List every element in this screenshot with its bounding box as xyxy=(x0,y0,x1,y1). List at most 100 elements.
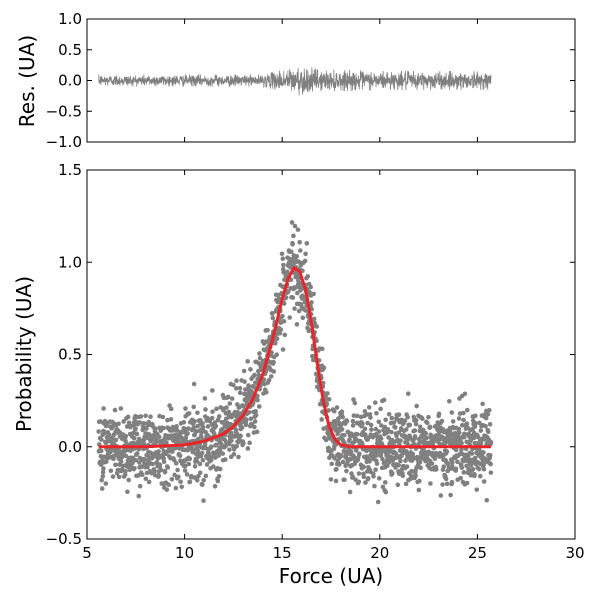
scatter-point xyxy=(270,311,275,316)
scatter-point xyxy=(157,462,163,468)
scatter-point xyxy=(475,434,481,440)
scatter-point xyxy=(231,451,237,457)
scatter-point xyxy=(252,424,257,430)
scatter-point xyxy=(187,456,193,462)
scatter-point xyxy=(380,456,385,462)
scatter-point xyxy=(461,434,467,440)
scatter-point xyxy=(252,372,257,378)
scatter-point xyxy=(233,427,239,433)
scatter-point xyxy=(417,459,423,465)
scatter-point xyxy=(468,472,474,478)
scatter-point xyxy=(288,249,294,255)
scatter-point xyxy=(245,432,251,438)
scatter-point xyxy=(158,467,164,473)
scatter-point xyxy=(248,416,254,422)
scatter-point xyxy=(376,419,382,425)
scatter-point xyxy=(243,387,248,392)
scatter-point xyxy=(254,429,260,435)
scatter-point xyxy=(238,433,243,439)
scatter-point xyxy=(298,287,303,293)
scatter-point xyxy=(237,390,243,396)
scatter-point xyxy=(428,481,433,486)
scatter-point xyxy=(444,449,450,455)
scatter-point xyxy=(411,414,417,420)
scatter-point xyxy=(231,446,237,452)
scatter-point xyxy=(347,489,353,495)
scatter-point xyxy=(300,315,306,321)
scatter-point xyxy=(116,421,121,427)
scatter-point xyxy=(486,429,491,435)
scatter-point xyxy=(132,465,137,471)
scatter-point xyxy=(303,251,308,257)
scatter-point xyxy=(216,473,222,479)
scatter-point xyxy=(326,397,332,402)
scatter-point xyxy=(383,489,389,495)
scatter-point xyxy=(231,382,236,388)
scatter-point xyxy=(477,473,483,479)
scatter-point xyxy=(461,410,466,416)
scatter-point xyxy=(488,461,493,467)
scatter-point xyxy=(348,449,354,454)
scatter-point xyxy=(281,301,287,306)
scatter-point xyxy=(361,464,366,470)
scatter-point xyxy=(166,482,172,488)
scatter-point xyxy=(186,461,192,467)
scatter-point xyxy=(203,407,208,412)
scatter-point xyxy=(341,432,347,438)
scatter-point xyxy=(223,457,228,462)
scatter-point xyxy=(472,472,477,477)
scatter-point xyxy=(186,426,191,431)
scatter-point xyxy=(106,432,112,437)
scatter-point xyxy=(360,421,365,427)
scatter-point xyxy=(446,398,452,404)
scatter-point xyxy=(448,492,453,498)
scatter-point xyxy=(439,418,445,424)
scatter-point xyxy=(290,241,295,247)
scatter-point xyxy=(156,449,161,454)
scatter-point xyxy=(409,468,414,474)
scatter-point xyxy=(351,397,356,402)
scatter-point xyxy=(412,428,418,433)
scatter-point xyxy=(378,436,384,441)
x-tick-label: 25 xyxy=(468,544,487,562)
scatter-point xyxy=(361,474,367,480)
scatter-point xyxy=(485,412,491,417)
scatter-point xyxy=(438,493,444,498)
scatter-point xyxy=(253,408,259,414)
scatter-point xyxy=(133,457,139,463)
scatter-point xyxy=(239,425,245,430)
scatter-point xyxy=(417,478,422,484)
scatter-point xyxy=(101,466,106,471)
scatter-point xyxy=(332,419,338,424)
scatter-point xyxy=(110,436,115,441)
scatter-point xyxy=(282,332,288,338)
scatter-point xyxy=(487,422,493,427)
scatter-point xyxy=(264,390,269,395)
scatter-point xyxy=(347,437,352,443)
scatter-point xyxy=(268,374,274,379)
scatter-point xyxy=(204,462,210,467)
residuals-line xyxy=(98,67,492,96)
scatter-point xyxy=(378,406,383,412)
scatter-point xyxy=(229,396,235,401)
scatter-point xyxy=(246,410,252,415)
scatter-point xyxy=(319,417,324,422)
scatter-point xyxy=(321,426,326,431)
scatter-point xyxy=(226,441,232,447)
scatter-point xyxy=(118,459,124,464)
scatter-point xyxy=(478,440,484,446)
fit-curve xyxy=(98,266,492,449)
scatter-point xyxy=(196,473,201,479)
scatter-point xyxy=(474,487,480,492)
fit-curve-group xyxy=(98,266,492,449)
scatter-point xyxy=(483,415,489,421)
scatter-point xyxy=(426,414,431,420)
scatter-point xyxy=(355,432,360,437)
scatter-point xyxy=(143,476,149,482)
scatter-point xyxy=(247,440,252,446)
scatter-point xyxy=(374,453,379,458)
scatter-point xyxy=(471,435,477,441)
scatter-point xyxy=(184,472,190,477)
scatter-point xyxy=(169,476,175,482)
scatter-point xyxy=(173,461,179,466)
